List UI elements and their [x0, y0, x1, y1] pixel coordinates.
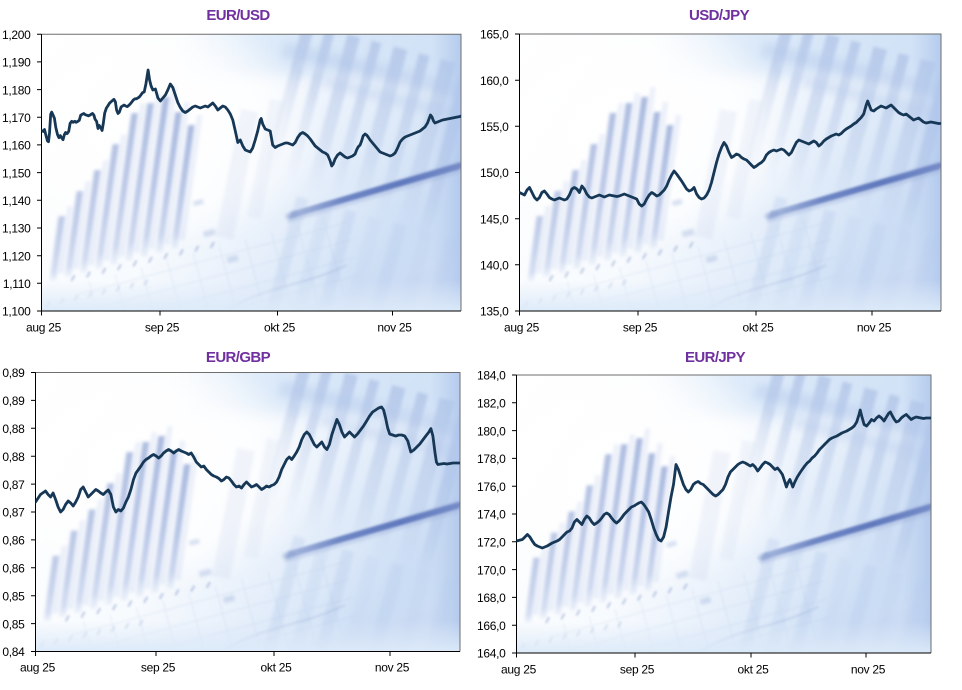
svg-text:sep 25: sep 25	[620, 663, 655, 677]
svg-text:aug 25: aug 25	[26, 321, 62, 335]
svg-text:0,87: 0,87	[2, 506, 25, 520]
svg-text:1,120: 1,120	[2, 249, 31, 263]
svg-text:EUR/GBP: EUR/GBP	[206, 349, 271, 366]
svg-text:0,86: 0,86	[2, 534, 25, 548]
svg-text:1,130: 1,130	[2, 222, 31, 236]
svg-text:164,0: 164,0	[477, 647, 506, 661]
svg-text:1,110: 1,110	[3, 277, 31, 291]
svg-text:okt 25: okt 25	[738, 663, 770, 677]
svg-text:1,200: 1,200	[2, 28, 31, 42]
svg-text:170,0: 170,0	[477, 563, 506, 577]
svg-text:140,0: 140,0	[480, 259, 509, 273]
svg-text:0,87: 0,87	[2, 478, 25, 492]
svg-text:160,0: 160,0	[480, 74, 509, 88]
svg-text:184,0: 184,0	[477, 369, 506, 383]
svg-text:168,0: 168,0	[477, 591, 506, 605]
svg-text:0,89: 0,89	[2, 394, 25, 408]
svg-text:1,190: 1,190	[2, 56, 31, 70]
svg-text:150,0: 150,0	[480, 166, 509, 180]
svg-text:1,150: 1,150	[2, 166, 31, 180]
svg-text:180,0: 180,0	[477, 424, 506, 438]
svg-text:1,140: 1,140	[2, 194, 31, 208]
svg-text:1,100: 1,100	[2, 305, 31, 319]
svg-text:0,84: 0,84	[2, 645, 25, 659]
svg-text:155,0: 155,0	[480, 120, 509, 134]
svg-text:174,0: 174,0	[477, 508, 506, 522]
svg-text:0,88: 0,88	[2, 450, 25, 464]
svg-text:176,0: 176,0	[477, 480, 506, 494]
svg-text:sep 25: sep 25	[145, 321, 180, 335]
svg-text:172,0: 172,0	[477, 536, 506, 550]
svg-text:178,0: 178,0	[477, 452, 506, 466]
svg-text:135,0: 135,0	[480, 305, 509, 319]
svg-text:aug 25: aug 25	[501, 663, 537, 677]
svg-text:145,0: 145,0	[480, 212, 509, 226]
svg-text:nov 25: nov 25	[851, 663, 886, 677]
svg-text:okt 25: okt 25	[264, 321, 296, 335]
svg-text:sep 25: sep 25	[623, 321, 658, 335]
svg-text:aug 25: aug 25	[504, 321, 540, 335]
svg-text:okt 25: okt 25	[261, 661, 293, 675]
svg-text:EUR/JPY: EUR/JPY	[685, 349, 746, 366]
svg-text:aug 25: aug 25	[20, 661, 56, 675]
svg-text:okt 25: okt 25	[743, 321, 775, 335]
svg-text:0,89: 0,89	[2, 366, 25, 380]
svg-text:USD/JPY: USD/JPY	[689, 7, 750, 24]
svg-text:182,0: 182,0	[477, 397, 506, 411]
svg-text:1,170: 1,170	[2, 111, 31, 125]
svg-text:sep 25: sep 25	[141, 661, 176, 675]
svg-text:165,0: 165,0	[480, 28, 509, 42]
svg-text:nov 25: nov 25	[857, 321, 892, 335]
svg-text:0,86: 0,86	[2, 562, 25, 576]
svg-text:166,0: 166,0	[477, 619, 506, 633]
svg-text:0,85: 0,85	[2, 617, 25, 631]
svg-text:nov 25: nov 25	[377, 321, 412, 335]
svg-text:1,180: 1,180	[2, 83, 31, 97]
svg-text:1,160: 1,160	[2, 139, 31, 153]
svg-text:EUR/USD: EUR/USD	[206, 7, 270, 24]
svg-text:nov 25: nov 25	[375, 661, 410, 675]
svg-text:0,85: 0,85	[2, 589, 25, 603]
svg-text:0,88: 0,88	[2, 422, 25, 436]
